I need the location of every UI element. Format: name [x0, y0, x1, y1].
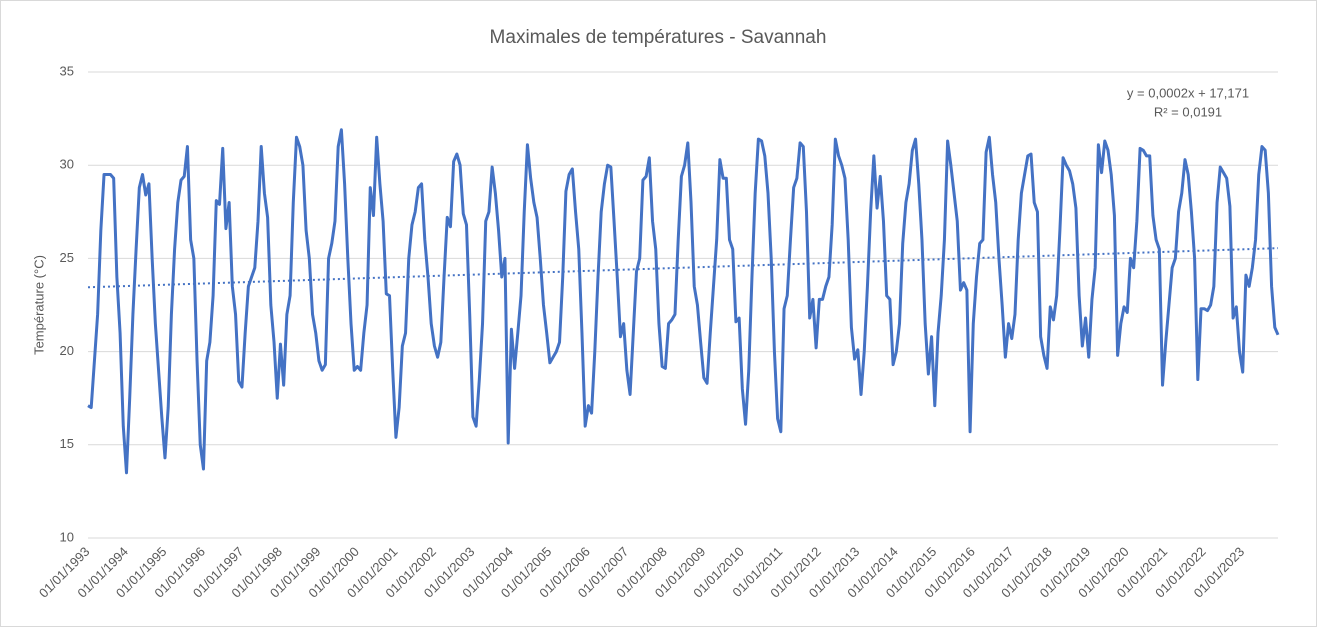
- y-tick-label: 10: [60, 529, 74, 544]
- y-tick-label: 15: [60, 436, 74, 451]
- trend-line: [87, 247, 1279, 289]
- y-tick-label: 30: [60, 157, 74, 172]
- trend-equation: y = 0,0002x + 17,171: [1127, 85, 1249, 100]
- data-line: [87, 128, 1280, 475]
- y-tick-label: 35: [60, 63, 74, 78]
- chart-title: Maximales de températures - Savannah: [490, 27, 827, 48]
- y-tick-label: 25: [60, 250, 74, 265]
- y-tick-label: 20: [60, 343, 74, 358]
- y-axis-label: Température (°C): [31, 255, 46, 355]
- trend-r2: R² = 0,0191: [1154, 104, 1222, 119]
